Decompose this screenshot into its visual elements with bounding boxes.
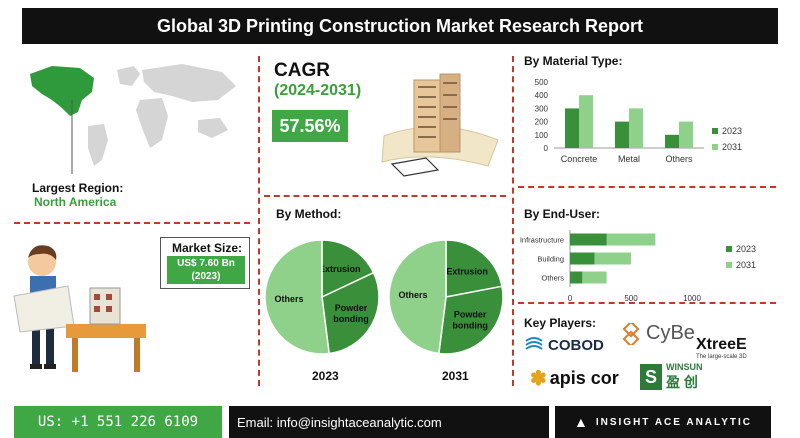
bar-2023-metal — [615, 121, 629, 148]
divider-mid-h — [264, 195, 506, 197]
slice-extrusion — [445, 239, 503, 298]
footer-email[interactable]: Email: info@insightaceanalytic.com — [229, 406, 549, 438]
market-size-value-box: US$ 7.60 Bn (2023) — [167, 256, 245, 284]
winsun-mark-icon: S — [640, 364, 662, 390]
divider-right-h1 — [518, 186, 776, 188]
x-tick-label: 500 — [624, 294, 638, 303]
bar-2023-others — [570, 271, 583, 284]
cobod-mark-icon — [525, 337, 543, 350]
presenter-illustration — [13, 245, 146, 372]
end-user-heading: By End-User: — [524, 207, 601, 221]
legend-label-2031: 2031 — [722, 142, 742, 152]
y-tick-label: 400 — [535, 91, 549, 100]
y-tick-label: 200 — [535, 118, 549, 127]
largest-region-label: Largest Region: — [32, 181, 124, 195]
winsun-logo-text: WINSUN — [666, 362, 703, 372]
slice-powder-bonding — [321, 271, 380, 355]
apis-cor-mark-icon: ✽ — [530, 368, 547, 390]
cagr-label: CAGR — [274, 60, 330, 81]
pie-chart-2023: Extrusion Powder bonding Others — [264, 239, 380, 355]
bar-2031-others — [679, 121, 693, 148]
x-tick-label: 0 — [568, 294, 573, 303]
method-heading: By Method: — [276, 207, 342, 221]
slice-others — [264, 239, 330, 355]
pie-chart-2031: Extrusion Powder bonding Others — [388, 239, 504, 355]
cybe-mark-icon — [622, 322, 640, 345]
material-bar-chart: 0 100 200 300 400 500 Concrete Metal Others 2023 2… — [535, 78, 742, 164]
xtreee-tagline: The large-scale 3D — [696, 354, 747, 360]
north-america-shape — [30, 66, 94, 116]
legend-swatch-2031 — [726, 262, 732, 268]
divider-left-h — [14, 222, 250, 224]
building-illustration — [381, 73, 499, 177]
apis-cor-logo-text: apis cor — [549, 368, 619, 388]
market-size-year: (2023) — [191, 271, 221, 282]
y-tick-label: 300 — [535, 104, 549, 113]
y-tick-label: 100 — [535, 131, 549, 140]
slice-powder-bonding — [438, 285, 504, 355]
slice-extrusion — [321, 239, 375, 299]
divider-right — [512, 56, 514, 386]
slice-label-powder-bonding: Powder bonding — [452, 310, 488, 331]
footer-phone: US: +1 551 226 6109 — [14, 406, 222, 438]
x-tick-label: Others — [665, 154, 693, 164]
cagr-period: (2024-2031) — [274, 82, 362, 99]
legend-swatch-2023 — [712, 128, 718, 134]
legend-label-2023: 2023 — [736, 244, 756, 254]
apis-cor-logo: ✽ apis cor — [530, 366, 619, 391]
divider-left — [258, 56, 260, 386]
slice-label-extrusion: Extrusion — [319, 264, 361, 274]
bar-2031-metal — [629, 108, 643, 148]
y-tick-label: Infrastructure — [520, 236, 564, 245]
cybe-logo: CyBe — [620, 322, 695, 345]
y-tick-label: 0 — [544, 144, 549, 153]
xtreee-logo-text: XtreeE — [696, 336, 747, 353]
slice-label-others: Others — [274, 294, 303, 304]
winsun-logo: S WINSUN 盈 创 — [640, 362, 703, 392]
key-players-heading: Key Players: — [524, 316, 597, 330]
legend-label-2023: 2023 — [722, 126, 742, 136]
material-heading: By Material Type: — [524, 54, 623, 68]
footer-brand: ▲ INSIGHT ACE ANALYTIC — [555, 406, 771, 438]
x-tick-label: 1000 — [683, 294, 701, 303]
brand-name: INSIGHT ACE ANALYTIC — [595, 416, 752, 428]
cobod-logo-text: COBOD — [548, 336, 604, 354]
bar-2023-building — [570, 252, 595, 265]
world-map — [30, 64, 236, 174]
legend-swatch-2023 — [726, 246, 732, 252]
brand-logo-icon: ▲ — [574, 414, 590, 430]
bar-2023-concrete — [565, 108, 579, 148]
cybe-logo-text: CyBe — [646, 322, 695, 344]
market-size-value: US$ 7.60 Bn — [177, 258, 235, 269]
cobod-logo: COBOD — [524, 336, 604, 354]
pie-2031-year: 2031 — [442, 369, 469, 383]
end-user-bar-chart: Infrastructure Building Others 0 500 1000 2023… — [520, 230, 756, 303]
x-tick-label: Concrete — [561, 154, 598, 164]
cagr-value: 57.56% — [272, 110, 348, 142]
slice-label-extrusion: Extrusion — [446, 267, 488, 277]
bar-2023-infrastructure — [570, 233, 607, 246]
y-tick-label: Building — [537, 255, 564, 264]
y-tick-label: Others — [541, 274, 564, 283]
pie-2023-year: 2023 — [312, 369, 339, 383]
slice-label-powder-bonding: Powder bonding — [333, 303, 369, 324]
slice-others — [388, 239, 447, 355]
legend-label-2031: 2031 — [736, 260, 756, 270]
market-size-box — [160, 237, 250, 289]
legend-swatch-2031 — [712, 144, 718, 150]
slice-label-others: Others — [398, 290, 427, 300]
x-tick-label: Metal — [618, 154, 640, 164]
divider-right-h2 — [518, 302, 776, 304]
page-title: Global 3D Printing Construction Market R… — [22, 8, 778, 44]
xtreee-logo: XtreeE The large-scale 3D — [696, 336, 747, 360]
market-size-label: Market Size: — [172, 241, 243, 255]
bar-2023-others — [665, 134, 679, 148]
largest-region-value: North America — [34, 195, 117, 209]
y-tick-label: 500 — [535, 78, 549, 87]
bar-2031-concrete — [579, 95, 593, 148]
winsun-chinese-text: 盈 创 — [666, 374, 698, 390]
